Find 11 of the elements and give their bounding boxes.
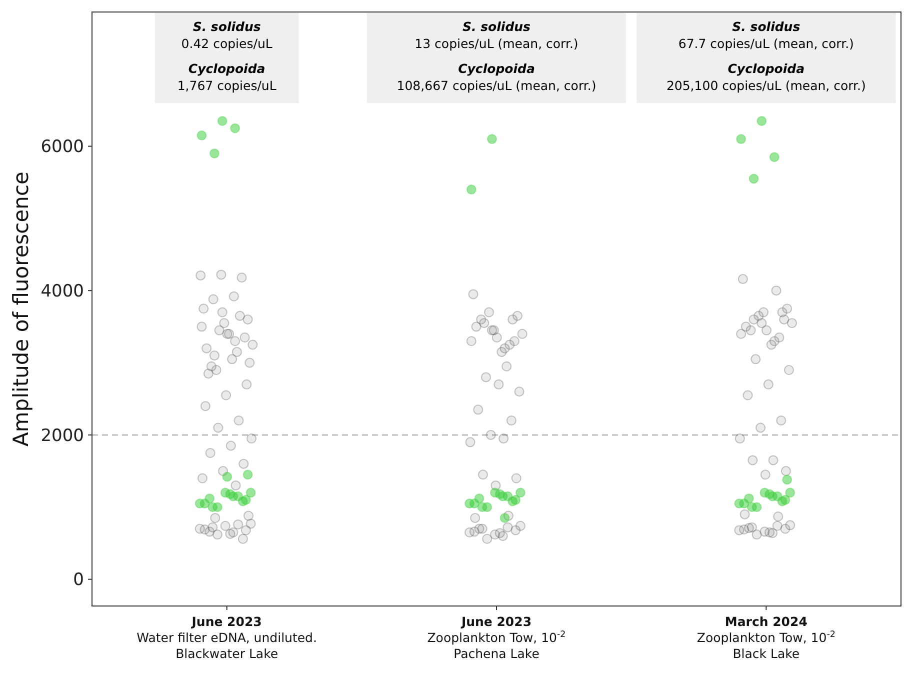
y-tick-label: 2000 xyxy=(40,426,84,446)
y-tick-label: 4000 xyxy=(40,282,84,302)
category-label: June 2023 Zooplankton Tow, 10$^{-2}$ Pachena Lake xyxy=(427,614,566,661)
y-tick-label: 0 xyxy=(73,570,84,590)
y-axis-title: Amplitude of fluorescence xyxy=(9,172,33,446)
annotation: S. solidus 0.42 copies/uL Cyclopoida 1,767 copies/uL xyxy=(177,19,276,93)
annotation: S. solidus 67.7 copies/uL (mean, corr.) Cyclopoida 205,100 copies/uL (mean, corr.) xyxy=(666,19,866,93)
category-label: March 2024 Zooplankton Tow, 10$^{-2}$ Black Lake xyxy=(696,614,836,661)
x-tick-label: June 2023 Water filter eDNA, undiluted. Blackwater Lake xyxy=(136,614,317,661)
y-tick-label: 6000 xyxy=(40,137,84,158)
annotation: S. solidus 13 copies/uL (mean, corr.) Cyclopoida 108,667 copies/uL (mean, corr.) xyxy=(396,19,596,93)
